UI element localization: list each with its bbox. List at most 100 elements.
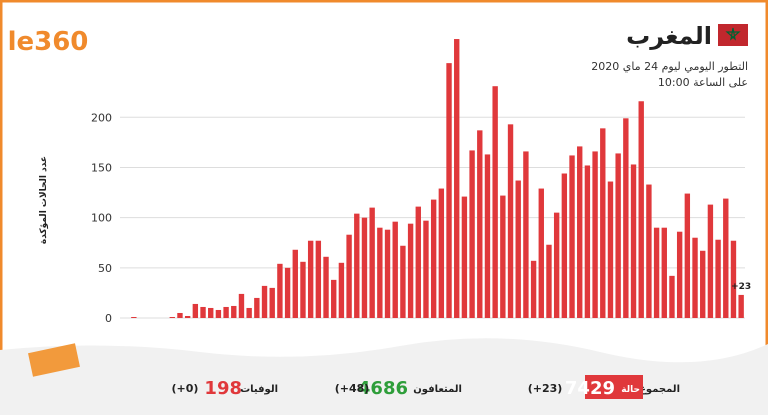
bar (523, 151, 529, 318)
bar (261, 285, 268, 318)
bar (438, 188, 445, 318)
bar (292, 249, 298, 318)
bar (184, 315, 191, 318)
stat-change: (+0) (172, 382, 199, 395)
bar (169, 316, 175, 318)
bar (738, 294, 744, 318)
bar (323, 256, 329, 318)
bar (515, 180, 521, 318)
bar (569, 155, 575, 318)
bar (684, 193, 691, 318)
stat-value: 4686 (358, 378, 408, 399)
bar (254, 297, 260, 318)
bar (676, 231, 683, 318)
bar (538, 188, 544, 318)
logo: le360 (8, 27, 89, 57)
y-tick-label: 50 (98, 262, 112, 275)
bar (377, 227, 383, 318)
bar (400, 245, 406, 318)
y-tick-label: 150 (91, 161, 112, 174)
bar (223, 306, 229, 318)
bar (630, 164, 637, 318)
bar (269, 287, 275, 318)
y-axis-label: عدد الحالات المؤكدة (39, 156, 49, 244)
bar (277, 263, 283, 318)
bar (492, 86, 498, 318)
bar (653, 227, 660, 318)
bar (584, 165, 591, 318)
stat-value: 198 (204, 378, 242, 399)
bar (638, 101, 644, 318)
bar (346, 234, 352, 318)
bar (315, 240, 322, 318)
y-tick-label: 100 (91, 212, 112, 225)
bar (477, 130, 483, 318)
bar (246, 307, 252, 318)
bar (361, 217, 368, 318)
bar (131, 316, 137, 318)
stat-change: (+48) (335, 382, 370, 395)
bar (338, 262, 345, 318)
flag (718, 24, 748, 46)
bar (623, 118, 629, 319)
flag-star (725, 27, 741, 41)
bar (208, 307, 214, 318)
bar (730, 240, 737, 318)
bar (369, 207, 375, 318)
bar (646, 184, 652, 318)
bar (469, 150, 475, 318)
bar (561, 173, 568, 318)
bar (446, 63, 452, 318)
bar (300, 261, 306, 318)
bar (177, 312, 183, 318)
bar (231, 305, 237, 318)
bar (715, 239, 721, 318)
title: المغرب (626, 22, 712, 50)
annotation: +23 (731, 282, 751, 292)
bar (723, 198, 729, 318)
bar (454, 39, 460, 318)
bar (500, 195, 506, 318)
bar (384, 229, 391, 318)
bar (530, 260, 537, 318)
bar (507, 124, 514, 319)
bar (430, 199, 437, 318)
stat-change: (+23) (528, 382, 563, 395)
stat-label: الوفيات (240, 384, 278, 395)
time: على الساعة 10:00 (658, 76, 748, 89)
bar (238, 293, 245, 318)
bar (592, 151, 598, 318)
stat-label: المتعافون (413, 384, 462, 395)
bar (484, 154, 491, 318)
bar (661, 227, 667, 318)
bar (669, 275, 675, 318)
bar (354, 213, 360, 318)
bar (307, 240, 314, 318)
bar (577, 146, 583, 318)
bar (415, 206, 421, 318)
bar (215, 309, 222, 318)
bar (692, 237, 698, 318)
y-tick-label: 200 (91, 111, 112, 124)
bar (600, 128, 606, 318)
bar (546, 244, 552, 318)
stat-label: المجموع (639, 384, 680, 395)
stat-value: 7429 (565, 378, 615, 399)
tape (28, 343, 80, 377)
bar (553, 212, 560, 318)
stat-box (585, 375, 643, 399)
subtitle: التطور اليومي ليوم 24 ماي 2020 (591, 60, 748, 73)
bar (700, 250, 706, 318)
bar (607, 181, 614, 318)
footer-band (0, 338, 768, 415)
bar (392, 221, 398, 318)
bar (707, 204, 714, 318)
bar (200, 306, 206, 318)
bar (423, 220, 429, 318)
bar (331, 279, 337, 318)
bar (461, 196, 468, 318)
bar (192, 303, 199, 318)
stat-unit: حالة (621, 385, 640, 395)
